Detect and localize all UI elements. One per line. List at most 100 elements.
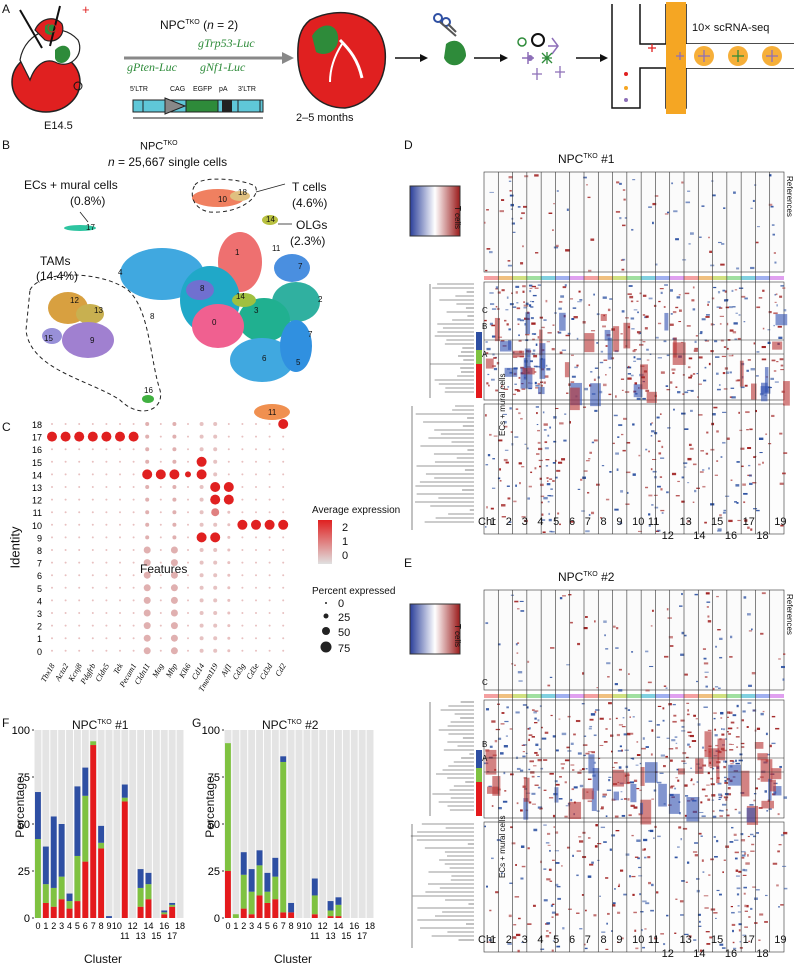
cnv-cell xyxy=(770,377,775,380)
cnv-cell xyxy=(547,332,552,334)
cnv-cell xyxy=(521,865,526,868)
cnv-band xyxy=(678,768,685,775)
cnv-cell xyxy=(756,727,761,730)
cnv-cell xyxy=(780,285,785,287)
cnv-cell xyxy=(549,478,553,480)
dot xyxy=(159,448,162,451)
x-tick: 18 xyxy=(175,921,185,931)
cnv-band xyxy=(775,314,788,326)
cnv-cell xyxy=(774,294,777,296)
dot xyxy=(51,498,53,501)
cnv-cell xyxy=(741,465,744,468)
cnv-cell xyxy=(709,767,713,769)
cnv-cell xyxy=(713,324,715,326)
construct-3ltr: 3'LTR xyxy=(238,86,256,93)
cnv-cell xyxy=(607,676,610,678)
cnv-cell xyxy=(610,734,614,737)
cnv-cell xyxy=(553,246,559,249)
cnv-cell xyxy=(648,830,650,832)
cnv-cell xyxy=(594,409,598,412)
cnv-cell xyxy=(741,295,746,298)
dot xyxy=(241,536,244,539)
expr-colorbar xyxy=(318,520,332,564)
cnv-cell xyxy=(526,706,529,709)
chart-g-title-sup: TKO xyxy=(287,719,302,726)
dot xyxy=(213,447,218,452)
cnv-cell xyxy=(650,909,654,912)
cnv-cell xyxy=(743,501,746,504)
cnv-cell xyxy=(507,942,512,945)
dot xyxy=(78,599,81,602)
dot xyxy=(213,560,218,565)
cnv-cell xyxy=(618,766,622,769)
cnv-cell xyxy=(528,485,532,488)
cnv-cell xyxy=(548,512,551,516)
cnv-cell xyxy=(713,717,716,720)
cnv-cell xyxy=(677,846,680,848)
cnv-cell xyxy=(570,621,573,624)
cnv-cell xyxy=(719,323,722,325)
cnv-cell xyxy=(751,843,755,846)
cnv-cell xyxy=(743,886,747,889)
cnv-cell xyxy=(639,789,642,791)
cnv-band xyxy=(613,326,620,352)
chr-tick: 11 xyxy=(647,516,660,528)
cnv-cell xyxy=(635,947,639,950)
chart-f-title-suffix: #1 xyxy=(111,718,129,732)
cnv-cell xyxy=(720,339,724,342)
cnv-band xyxy=(704,731,712,758)
cnv-cell xyxy=(738,759,743,762)
dot xyxy=(255,612,257,614)
cnv-cell xyxy=(750,367,755,371)
dot xyxy=(268,448,271,451)
cnv-cell xyxy=(707,303,709,306)
cnv-cell xyxy=(730,387,735,389)
dot xyxy=(227,510,231,514)
dot xyxy=(187,649,189,652)
cnv-cell xyxy=(747,854,749,857)
cnv-cell xyxy=(505,309,509,311)
cnv-cell xyxy=(529,290,532,293)
cnv-cell xyxy=(539,465,542,468)
cnv-cell xyxy=(728,732,732,735)
cnv-cell xyxy=(652,470,657,473)
chart-g-title-main: NPC xyxy=(262,718,288,732)
cnv-cell xyxy=(572,769,575,771)
dot xyxy=(91,536,94,539)
cnv-cell xyxy=(702,648,706,650)
cnv-cell xyxy=(551,911,556,914)
cnv-cell xyxy=(735,762,740,765)
cnv-cell xyxy=(749,482,753,486)
cnv-cell xyxy=(571,318,575,320)
heatmap-e-title-sup: TKO xyxy=(583,571,598,578)
pct-legend-dot xyxy=(325,602,327,604)
cnv-cell xyxy=(667,427,671,429)
x-tick: 6 xyxy=(273,921,278,931)
dot xyxy=(132,523,135,526)
cnv-cell xyxy=(597,376,600,379)
heatmap-d-title-sup: TKO xyxy=(583,153,598,160)
cnv-cell xyxy=(551,949,554,952)
cnv-cell xyxy=(687,366,691,369)
cluster-label: 9 xyxy=(90,336,95,345)
cnv-cell xyxy=(730,721,735,724)
cnv-cell xyxy=(564,284,567,287)
dot xyxy=(282,435,285,438)
cluster-label: 18 xyxy=(238,188,247,197)
cnv-cell xyxy=(495,728,501,731)
cnv-cell xyxy=(506,485,510,487)
dot xyxy=(64,599,67,602)
cnv-cell xyxy=(574,366,578,369)
cnv-cell xyxy=(665,755,668,758)
bar-segment xyxy=(335,897,342,905)
bar-segment xyxy=(225,743,231,871)
cnv-cell xyxy=(662,765,666,768)
cnv-cell xyxy=(532,904,536,907)
cnv-cell xyxy=(528,734,533,736)
cnv-cell xyxy=(517,206,521,208)
chr-tick: 4 xyxy=(537,934,544,946)
cnv-cell xyxy=(651,430,655,433)
cnv-band xyxy=(523,798,529,820)
dot xyxy=(282,498,285,501)
dot xyxy=(187,586,189,589)
